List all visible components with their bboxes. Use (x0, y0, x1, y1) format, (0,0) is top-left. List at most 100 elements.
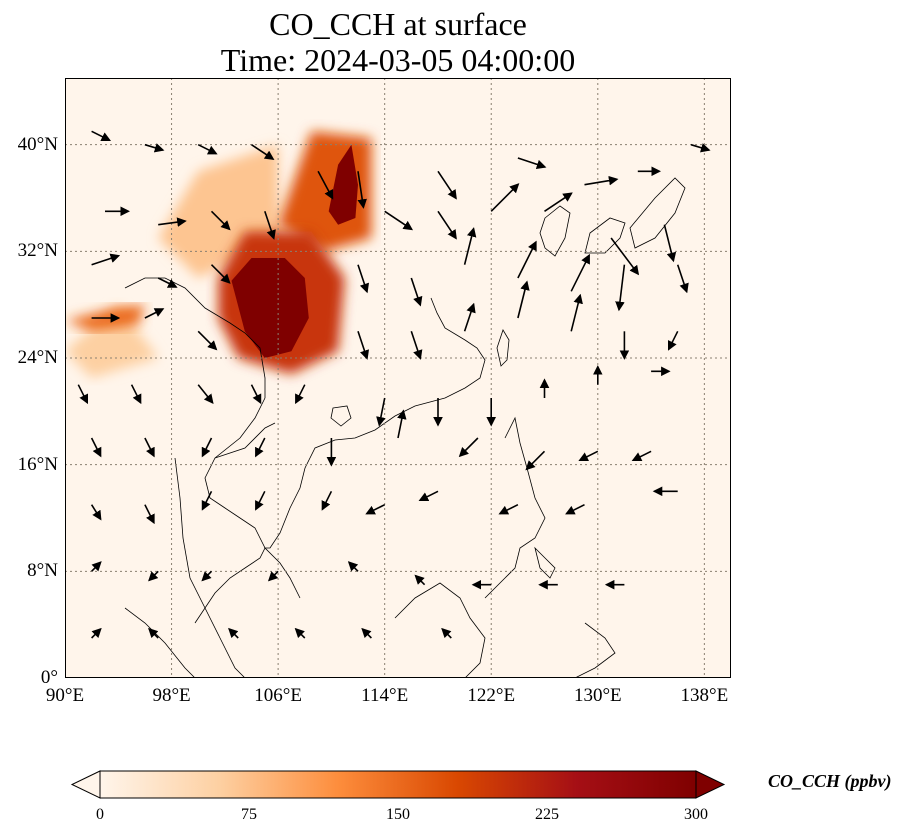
wind-arrow (91, 253, 121, 266)
wind-arrow (90, 437, 102, 458)
wind-arrow (294, 627, 306, 639)
wind-arrow (250, 384, 262, 405)
wind-arrow (365, 503, 386, 515)
wind-arrow (148, 627, 159, 639)
wind-arrow (517, 240, 537, 279)
wind-arrow (565, 503, 585, 515)
wind-arrow (267, 570, 279, 582)
malay-peninsula-outline (174, 457, 246, 678)
wind-arrow (544, 192, 573, 212)
wind-arrow (525, 450, 546, 471)
wind-arrow (357, 331, 370, 360)
bengal-haze (65, 304, 159, 378)
wind-arrow (90, 504, 102, 521)
wind-arrow (410, 331, 423, 360)
wind-arrow (158, 217, 187, 227)
wind-arrow (210, 210, 231, 231)
wind-vectors (77, 130, 711, 639)
colorbar-max-extend-triangle (695, 770, 726, 799)
wind-arrow (437, 170, 457, 200)
wind-arrow (148, 570, 159, 582)
wind-arrow (418, 490, 439, 502)
wind-arrow (458, 437, 479, 458)
wind-arrow (197, 330, 218, 351)
wind-arrow (197, 143, 218, 155)
wind-arrow (570, 293, 583, 332)
wind-arrow (255, 437, 266, 458)
wind-arrow (255, 490, 266, 511)
wind-arrow (690, 143, 711, 153)
lon-tick-label: 138°E (680, 685, 729, 706)
lon-tick-label: 98°E (152, 685, 191, 706)
wind-arrow (610, 237, 640, 276)
colorbar-scale (70, 770, 726, 799)
wind-arrow (347, 561, 359, 572)
lat-tick-label: 16°N (17, 453, 58, 475)
wind-arrow (144, 437, 155, 458)
wind-arrow (201, 490, 213, 511)
philippines-outline (484, 416, 556, 599)
wind-arrow (498, 503, 519, 515)
korea-outline (539, 205, 571, 257)
wind-arrow (321, 490, 333, 511)
wind-arrow (676, 264, 689, 294)
wind-arrow (517, 280, 530, 319)
lon-tick-label: 122°E (467, 685, 516, 706)
colorbar-tick-label: 150 (386, 806, 410, 823)
north-plume (328, 144, 358, 225)
map-background (65, 78, 731, 678)
map-panel (65, 78, 731, 678)
lon-tick-label: 90°E (45, 685, 85, 706)
sumatra-outline (124, 607, 196, 678)
colorbar-tick-label: 0 (96, 806, 104, 823)
wind-arrow (615, 264, 626, 312)
map-title: CO_CCH at surface (269, 6, 527, 42)
wind-arrow (144, 308, 165, 319)
wind-arrow (228, 627, 239, 639)
map-frame (65, 78, 731, 678)
wind-arrow (210, 264, 231, 284)
wind-arrow (197, 384, 214, 404)
colorbar-label: CO_CCH (ppbv) (768, 771, 892, 791)
wind-arrow (201, 437, 213, 458)
indochina-outline (194, 397, 266, 624)
china-border (124, 277, 276, 459)
wind-arrow (91, 627, 102, 639)
wind-arrow (441, 627, 452, 639)
wind-arrow (410, 277, 423, 307)
wind-arrow (397, 409, 407, 439)
borneo-outline (394, 582, 486, 678)
china-coastline (264, 297, 486, 599)
colorbar-tick-label: 300 (684, 806, 708, 823)
wind-arrow (663, 224, 677, 263)
colorbar-gradient (99, 770, 697, 799)
wind-arrow (144, 143, 165, 153)
wind-arrow (490, 183, 520, 212)
colorbar-tick-label: 75 (241, 806, 257, 823)
colorbar (70, 770, 726, 800)
wind-arrow (251, 144, 275, 160)
taiwan-outline (496, 329, 510, 367)
wind-arrow (584, 175, 619, 186)
lat-tick-label: 24°N (17, 347, 58, 368)
sulawesi-outline (574, 622, 616, 678)
wind-arrow (463, 302, 476, 332)
colorbar-min-extend-triangle (70, 770, 101, 799)
wind-arrow (667, 330, 679, 351)
colorbar-tick-label: 225 (535, 806, 559, 823)
wind-arrow (578, 450, 599, 462)
lat-tick-label: 8°N (27, 560, 58, 582)
wind-arrow (264, 211, 276, 240)
wind-arrow (201, 570, 213, 582)
wind-arrow (91, 130, 112, 142)
wind-arrow (77, 384, 89, 405)
coastlines (124, 177, 686, 678)
lat-tick-label: 0° (40, 667, 58, 688)
wind-arrow (91, 561, 102, 572)
wind-arrow (631, 450, 652, 462)
map-canvas (65, 78, 731, 678)
wind-arrow (357, 264, 370, 294)
wind-arrow (517, 157, 547, 170)
wind-arrow (295, 384, 306, 405)
wind-arrow (317, 170, 334, 200)
